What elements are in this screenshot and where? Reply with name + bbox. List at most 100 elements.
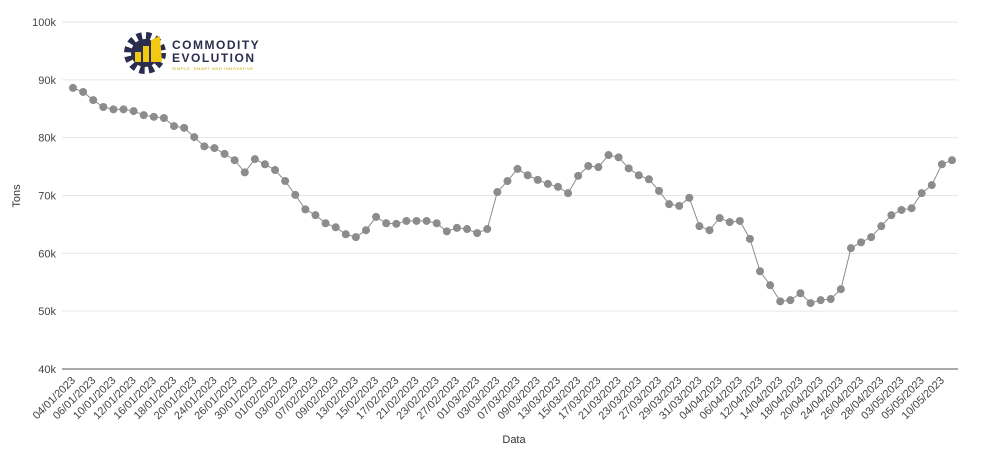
data-point — [220, 149, 229, 158]
logo-bars — [135, 36, 162, 62]
data-point — [917, 189, 926, 198]
y-tick-label: 40k — [38, 364, 56, 376]
data-point — [69, 83, 77, 92]
data-point — [806, 299, 815, 308]
data-point — [99, 103, 108, 112]
data-point — [301, 205, 310, 214]
data-point — [180, 123, 189, 132]
data-point — [776, 297, 785, 306]
data-point — [281, 177, 290, 186]
data-point — [200, 142, 209, 151]
data-point — [139, 111, 148, 120]
y-tick-label: 60k — [38, 248, 56, 260]
data-point — [442, 227, 451, 236]
data-point — [786, 296, 795, 305]
data-point — [240, 168, 249, 177]
data-point — [452, 223, 461, 232]
logo: COMMODITY EVOLUTION SIMPLE, SMART AND IN… — [124, 32, 260, 74]
data-point — [372, 212, 381, 221]
data-point — [584, 162, 593, 171]
data-point — [735, 216, 744, 225]
data-point — [574, 171, 583, 180]
data-point — [210, 144, 219, 153]
data-point — [341, 230, 350, 239]
data-point — [260, 160, 269, 169]
data-point — [149, 112, 158, 121]
data-point — [190, 133, 199, 142]
logo-tagline: SIMPLE, SMART AND INNOVATIVE — [172, 66, 254, 71]
data-point — [705, 226, 714, 235]
logo-gear-teeth — [124, 32, 166, 74]
y-tick-label: 70k — [38, 191, 56, 203]
data-point — [553, 182, 562, 191]
data-point — [392, 219, 401, 228]
data-point — [836, 285, 845, 294]
data-point — [483, 225, 492, 234]
data-point — [725, 218, 734, 227]
data-point — [655, 186, 663, 195]
data-point — [432, 219, 441, 228]
data-point — [937, 160, 946, 169]
y-axis-title: Tons — [11, 184, 23, 208]
data-point — [79, 87, 88, 96]
data-point — [109, 105, 118, 114]
data-point — [513, 164, 522, 173]
data-point — [604, 151, 613, 160]
data-point — [887, 211, 896, 220]
data-point — [493, 188, 502, 197]
data-point — [533, 175, 542, 184]
data-point — [766, 281, 775, 290]
data-point — [382, 219, 391, 228]
x-axis-title: Data — [502, 434, 526, 446]
data-point — [311, 211, 320, 220]
data-line — [72, 87, 953, 304]
data-point — [594, 163, 603, 172]
data-point — [351, 233, 360, 242]
logo-text: COMMODITY — [172, 38, 260, 52]
data-point — [816, 296, 825, 305]
data-point — [271, 166, 280, 175]
logo-text: EVOLUTION — [172, 51, 256, 65]
data-point — [796, 289, 805, 298]
data-point — [695, 222, 704, 231]
data-point — [624, 164, 633, 173]
grid — [62, 21, 958, 370]
data-point — [948, 156, 956, 165]
data-point — [412, 216, 421, 225]
data-point — [665, 200, 674, 209]
data-point — [675, 201, 684, 210]
data-point — [119, 105, 128, 114]
y-tick-label: 50k — [38, 306, 56, 318]
data-point — [159, 114, 168, 123]
data-point — [927, 181, 936, 190]
data-point — [745, 234, 754, 243]
y-tick-label: 100k — [32, 17, 56, 29]
data-point — [614, 153, 623, 162]
data-point — [826, 295, 835, 304]
data-point — [463, 225, 472, 234]
data-point — [564, 189, 573, 198]
data-point — [321, 219, 330, 228]
data-point — [331, 223, 340, 232]
data-point — [756, 267, 765, 276]
data-point — [129, 107, 138, 116]
y-tick-label: 90k — [38, 75, 56, 87]
data-point — [230, 156, 239, 165]
data-point — [897, 205, 906, 214]
data-point — [907, 204, 916, 213]
data-point — [291, 190, 300, 199]
data-point — [644, 175, 653, 184]
data-point — [867, 233, 876, 242]
data-point — [523, 171, 532, 180]
data-point — [634, 171, 643, 180]
data-point — [250, 155, 259, 164]
data-point — [877, 222, 886, 231]
data-point — [89, 96, 98, 105]
data-point — [543, 179, 552, 188]
data-point — [715, 214, 724, 223]
data-point — [857, 238, 866, 247]
data-point — [362, 226, 370, 235]
data-point — [846, 244, 855, 253]
data-point — [422, 216, 431, 225]
